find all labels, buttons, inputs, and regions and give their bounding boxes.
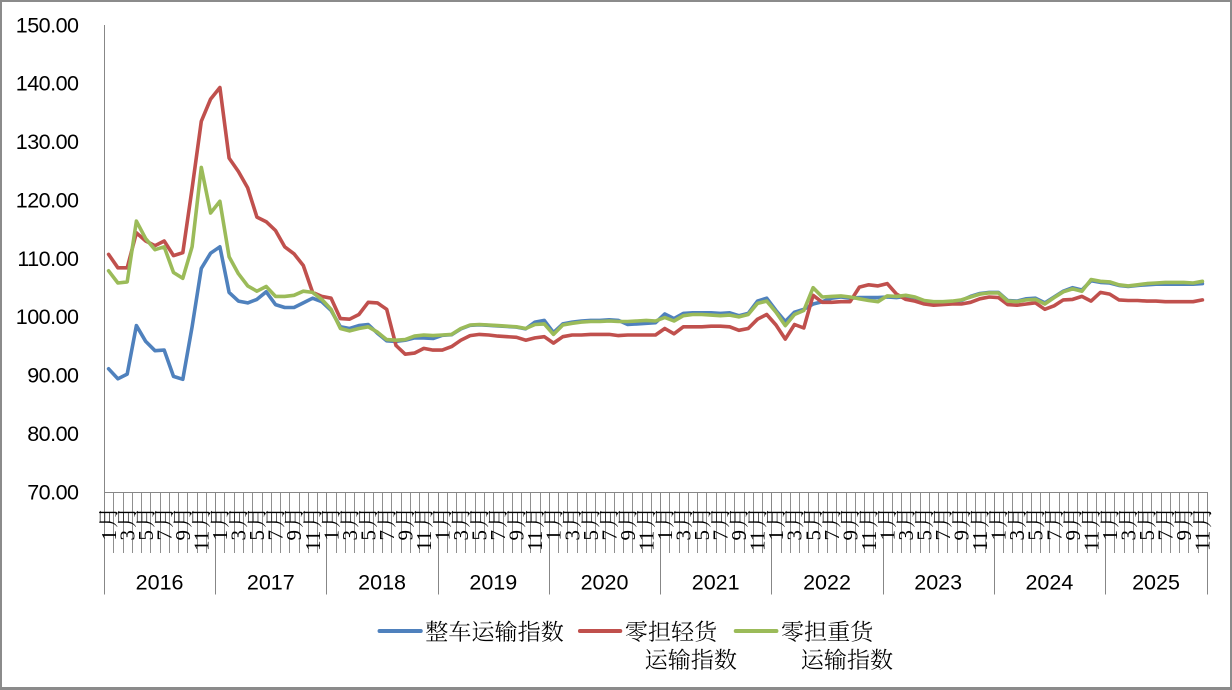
svg-text:7: 7 <box>709 530 733 541</box>
svg-text:11: 11 <box>857 531 881 551</box>
svg-text:7: 7 <box>1154 530 1178 541</box>
svg-text:9: 9 <box>282 530 306 541</box>
svg-text:11: 11 <box>634 531 658 551</box>
svg-text:9: 9 <box>727 530 751 541</box>
svg-text:1: 1 <box>653 530 677 541</box>
svg-text:5: 5 <box>1135 530 1159 541</box>
svg-text:9: 9 <box>505 530 529 541</box>
svg-text:80.00: 80.00 <box>27 422 79 446</box>
svg-text:2017: 2017 <box>247 571 295 595</box>
svg-text:3: 3 <box>449 530 473 541</box>
svg-text:3: 3 <box>115 530 139 541</box>
svg-text:90.00: 90.00 <box>27 364 79 388</box>
svg-text:11: 11 <box>746 531 770 551</box>
svg-text:11: 11 <box>190 531 214 551</box>
svg-text:7: 7 <box>597 530 621 541</box>
svg-text:5: 5 <box>356 530 380 541</box>
svg-text:1: 1 <box>97 530 121 541</box>
svg-text:2023: 2023 <box>914 571 962 595</box>
svg-text:11: 11 <box>523 531 547 551</box>
svg-text:1: 1 <box>208 530 232 541</box>
svg-text:1: 1 <box>319 530 343 541</box>
svg-text:3: 3 <box>783 530 807 541</box>
svg-text:5: 5 <box>245 530 269 541</box>
svg-text:7: 7 <box>1042 530 1066 541</box>
svg-text:11: 11 <box>1079 531 1103 551</box>
svg-text:2016: 2016 <box>136 571 184 595</box>
svg-text:120.00: 120.00 <box>16 188 79 212</box>
svg-text:11: 11 <box>412 531 436 551</box>
svg-text:3: 3 <box>338 530 362 541</box>
svg-text:3: 3 <box>672 530 696 541</box>
svg-text:5: 5 <box>690 530 714 541</box>
svg-text:2019: 2019 <box>469 571 517 595</box>
svg-text:1: 1 <box>542 530 566 541</box>
svg-text:2025: 2025 <box>1132 571 1180 595</box>
svg-text:2020: 2020 <box>581 571 629 595</box>
svg-text:9: 9 <box>616 530 640 541</box>
svg-text:3: 3 <box>1116 530 1140 541</box>
svg-text:5: 5 <box>134 530 158 541</box>
svg-text:2018: 2018 <box>358 571 406 595</box>
svg-text:7: 7 <box>931 530 955 541</box>
svg-text:7: 7 <box>264 530 288 541</box>
svg-text:7: 7 <box>486 530 510 541</box>
svg-text:7: 7 <box>375 530 399 541</box>
svg-text:2022: 2022 <box>803 571 851 595</box>
svg-text:5: 5 <box>579 530 603 541</box>
svg-text:9: 9 <box>950 530 974 541</box>
svg-text:2021: 2021 <box>692 571 740 595</box>
svg-text:70.00: 70.00 <box>27 480 79 504</box>
svg-text:7: 7 <box>820 530 844 541</box>
svg-text:11: 11 <box>301 531 325 551</box>
svg-text:9: 9 <box>171 530 195 541</box>
svg-text:150.00: 150.00 <box>16 13 79 37</box>
svg-text:9: 9 <box>838 530 862 541</box>
svg-text:1: 1 <box>431 530 455 541</box>
svg-text:5: 5 <box>468 530 492 541</box>
svg-text:9: 9 <box>393 530 417 541</box>
svg-text:7: 7 <box>152 530 176 541</box>
svg-text:110.00: 110.00 <box>17 247 79 271</box>
svg-text:11: 11 <box>1191 531 1215 551</box>
svg-text:100.00: 100.00 <box>16 305 79 329</box>
svg-text:9: 9 <box>1061 530 1085 541</box>
svg-text:5: 5 <box>913 530 937 541</box>
svg-text:5: 5 <box>801 530 825 541</box>
svg-text:130.00: 130.00 <box>16 130 79 154</box>
svg-text:9: 9 <box>1172 530 1196 541</box>
svg-text:11: 11 <box>968 531 992 551</box>
svg-text:5: 5 <box>1024 530 1048 541</box>
svg-text:1: 1 <box>875 530 899 541</box>
svg-text:1: 1 <box>987 530 1011 541</box>
svg-text:3: 3 <box>560 530 584 541</box>
svg-text:1: 1 <box>764 530 788 541</box>
svg-text:3: 3 <box>894 530 918 541</box>
svg-text:1: 1 <box>1098 530 1122 541</box>
svg-text:3: 3 <box>1005 530 1029 541</box>
svg-text:2024: 2024 <box>1025 571 1073 595</box>
svg-text:140.00: 140.00 <box>16 72 79 96</box>
svg-text:3: 3 <box>227 530 251 541</box>
